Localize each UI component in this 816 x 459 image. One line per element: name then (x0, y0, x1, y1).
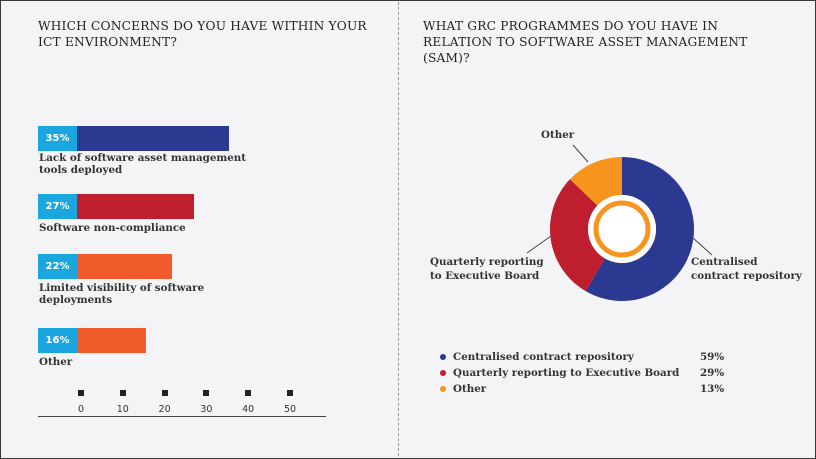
x-axis-tick-label: 20 (158, 404, 171, 415)
legend-item: Quarterly reporting to Executive Board 29… (440, 366, 740, 382)
x-axis-tick-label: 30 (200, 404, 213, 415)
donut-slice (569, 157, 622, 206)
donut-callout-quarterly: Quarterly reporting to Executive Board (430, 256, 544, 282)
donut-slice (585, 157, 695, 301)
legend-item: Other 13% (440, 382, 740, 398)
bar-chart-title: WHICH CONCERNS DO YOU HAVE WITHIN YOUR I… (38, 19, 367, 49)
bar (77, 194, 195, 219)
x-axis-tick-label: 40 (242, 404, 255, 415)
legend-value: 13% (700, 383, 725, 395)
legend-item: Centralised contract repository 59% (440, 350, 740, 366)
legend-swatch (440, 386, 446, 392)
panel-divider (398, 2, 399, 456)
legend-value: 59% (700, 351, 725, 363)
x-axis-tick (203, 390, 210, 396)
bar-value-label: 35% (38, 126, 77, 151)
x-axis-tick-label: 10 (116, 404, 129, 415)
donut-inner-ring (593, 200, 651, 258)
legend-label: Quarterly reporting to Executive Board (453, 367, 680, 379)
legend-label: Centralised contract repository (453, 351, 634, 363)
x-axis-tick (245, 390, 252, 396)
x-axis-line (38, 416, 326, 417)
x-axis-tick (287, 390, 293, 396)
callout-leader-line (572, 144, 589, 163)
bar-category-label: Other (39, 356, 73, 368)
legend-label: Other (453, 383, 487, 395)
x-axis-tick-label: 0 (77, 404, 85, 415)
bar (77, 126, 229, 151)
donut-callout-centralised: Centralised contract repository (691, 256, 802, 282)
bar-category-label: Limited visibility of software deploymen… (39, 282, 205, 306)
bar-value-label: 27% (38, 194, 77, 219)
legend-value: 29% (700, 367, 725, 379)
bar-value-label: 16% (38, 328, 77, 353)
bar-category-label: Lack of software asset management tools … (39, 152, 247, 176)
bar-value-label: 22% (38, 254, 77, 279)
x-axis-tick (161, 390, 168, 396)
callout-leader-line (526, 235, 552, 254)
donut-callout-other: Other (541, 129, 575, 141)
x-axis-tick-label: 50 (283, 404, 297, 415)
bar (77, 328, 147, 353)
x-axis-tick (78, 390, 84, 396)
legend-swatch (440, 354, 446, 360)
bar-category-label: Software non-compliance (39, 222, 186, 234)
bar (77, 254, 173, 279)
legend-swatch (440, 370, 446, 376)
donut-chart-title: WHAT GRC PROGRAMMES DO YOU HAVE IN RELAT… (423, 19, 748, 65)
x-axis-tick (119, 390, 126, 396)
donut-slice (550, 179, 605, 292)
callout-leader-line (692, 237, 713, 256)
